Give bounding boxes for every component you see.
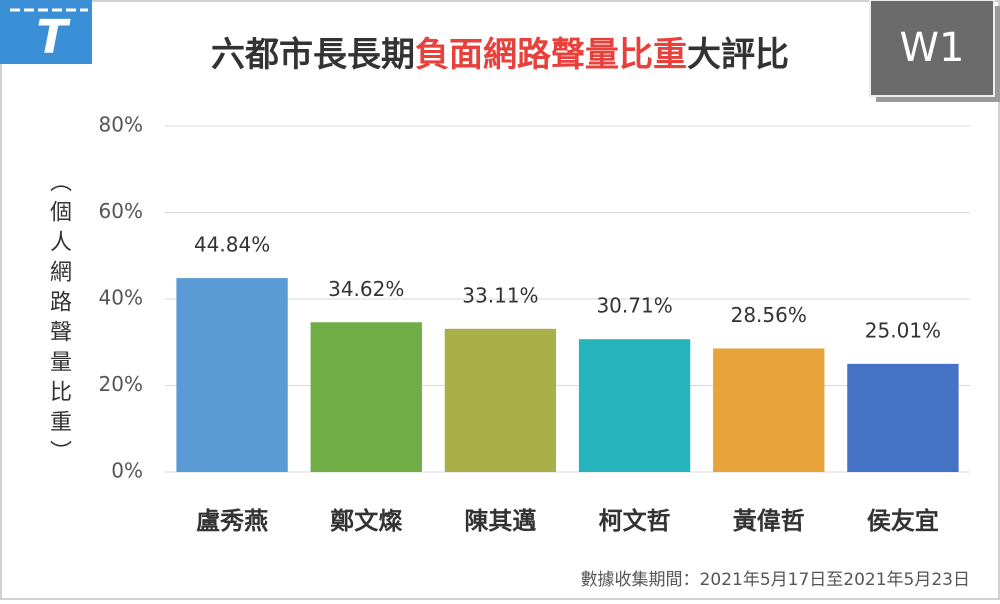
x-tick-label: 侯友宜 xyxy=(867,507,939,535)
x-tick-label: 陳其邁 xyxy=(464,507,536,535)
y-axis-title: （個人網路聲量比重） xyxy=(46,170,72,470)
x-tick-label: 柯文哲 xyxy=(599,507,671,535)
value-label: 28.56% xyxy=(731,303,807,327)
bar xyxy=(713,348,825,472)
bar xyxy=(310,322,422,472)
y-tick-label: 20% xyxy=(99,372,143,396)
value-label: 44.84% xyxy=(194,233,270,257)
logo-text: T xyxy=(36,10,71,64)
x-tick-label: 黃偉哲 xyxy=(733,507,805,535)
bar xyxy=(444,328,557,472)
bar xyxy=(847,363,959,472)
y-tick-label: 80% xyxy=(99,113,143,137)
bar xyxy=(176,278,288,472)
logo: T xyxy=(0,0,92,64)
badge-text: W1 xyxy=(900,25,965,71)
value-label: 34.62% xyxy=(328,277,404,301)
bar xyxy=(578,339,691,472)
badge-box xyxy=(869,0,995,97)
title-part: 大評比 xyxy=(687,35,789,75)
title-part: 負面網路聲量比重 xyxy=(415,35,687,75)
y-tick-label: 60% xyxy=(99,199,143,223)
badge: W1 xyxy=(869,0,1000,102)
x-tick-label: 鄭文燦 xyxy=(330,507,403,535)
y-tick-label: 0% xyxy=(111,459,143,483)
value-label: 33.11% xyxy=(462,283,538,307)
value-label: 30.71% xyxy=(596,294,672,318)
footnote: 數據收集期間：2021年5月17日至2021年5月23日 xyxy=(581,570,970,590)
y-tick-label: 40% xyxy=(99,286,143,310)
x-tick-label: 盧秀燕 xyxy=(196,507,268,535)
title-part: 六都市長長期 xyxy=(211,35,415,75)
value-label: 25.01% xyxy=(865,318,941,342)
chart-title: 六都市長長期負面網路聲量比重大評比 xyxy=(211,35,789,75)
